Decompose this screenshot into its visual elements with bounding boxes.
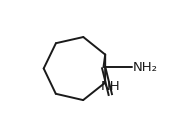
Text: NH₂: NH₂ xyxy=(133,61,158,74)
Text: NH: NH xyxy=(101,80,120,93)
